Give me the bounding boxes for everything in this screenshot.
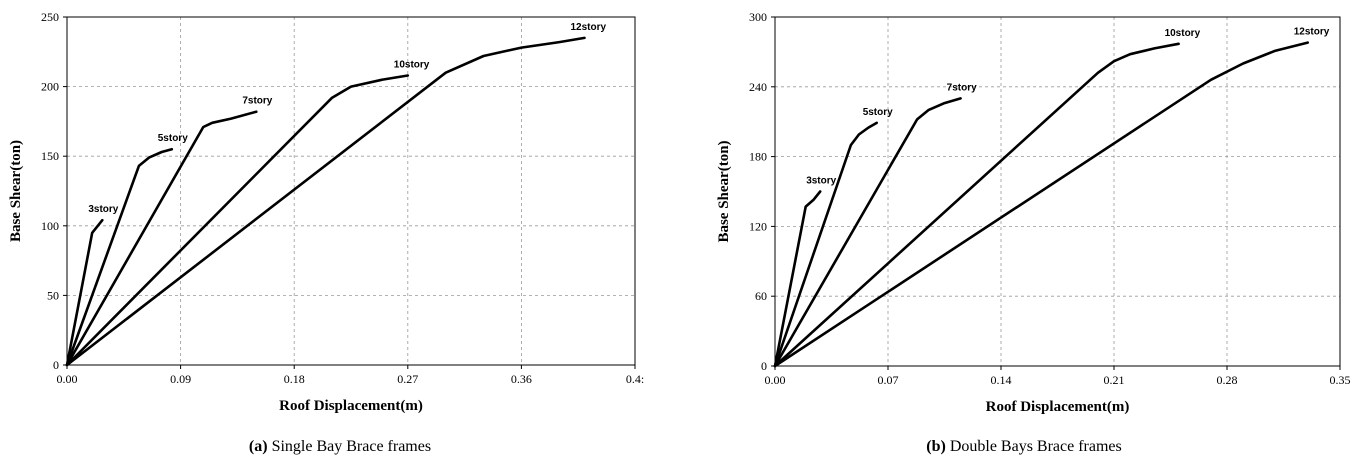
chart-a-series-10story — [65, 74, 410, 367]
chart-a-series-label-10story: 10story — [394, 59, 430, 70]
chart-a-xtick-label-3: 0.27 — [397, 372, 418, 386]
chart-b-ytick-label-2: 120 — [749, 219, 767, 233]
chart-b-series-5story — [773, 121, 878, 368]
chart-b-ytick-label-4: 240 — [749, 80, 767, 94]
chart-b-caption-prefix: (b) — [926, 438, 946, 455]
chart-a-series-label-5story: 5story — [158, 133, 188, 144]
chart-a-series-5story — [65, 147, 174, 367]
chart-b-xtick-label-1: 0.07 — [878, 373, 899, 387]
chart-b-xtick-label-3: 0.21 — [1104, 373, 1125, 387]
chart-b-series-10story — [773, 42, 1180, 368]
chart-a-svg: 0.00 0.09 0.18 0.27 0.36 0.4: 0 50 100 150 200 250 R… — [8, 10, 644, 414]
chart-a-yaxis-label: Base Shear(ton) — [8, 140, 24, 242]
chart-b-ytick-label-3: 180 — [749, 150, 767, 164]
chart-a-xtick-label-1: 0.09 — [170, 372, 191, 386]
chart-a-ytick-label-4: 200 — [41, 80, 59, 94]
chart-b-xtick-label-4: 0.28 — [1217, 373, 1238, 387]
chart-a-caption-text: Single Bay Brace frames — [271, 438, 432, 455]
chart-b-svg: 0.00 0.07 0.14 0.21 0.28 0.35 0 60 120 180 240 300 R… — [716, 10, 1351, 415]
chart-a-series-label-3story: 3story — [88, 204, 118, 215]
chart-b-caption: (b) Double Bays Brace frames — [683, 438, 1365, 456]
chart-a-xtick-label-0: 0.00 — [57, 372, 78, 386]
chart-b-series-label-10story: 10story — [1165, 28, 1201, 39]
chart-b-series-12story — [773, 41, 1310, 368]
chart-a-xtick-label-2: 0.18 — [284, 372, 305, 386]
chart-b-plot-frame — [774, 16, 1341, 367]
chart-b-caption-text: Double Bays Brace frames — [949, 438, 1122, 455]
chart-a-ytick-label-3: 150 — [41, 149, 59, 163]
chart-a-ytick-label-0: 0 — [53, 358, 59, 372]
chart-a-caption: (a) Single Bay Brace frames — [0, 438, 680, 456]
chart-panel-a: 0.00 0.09 0.18 0.27 0.36 0.4: 0 50 100 150 200 250 R… — [0, 0, 680, 461]
chart-panel-b: 0.00 0.07 0.14 0.21 0.28 0.35 0 60 120 180 240 300 R… — [683, 0, 1365, 461]
chart-a-xtick-label-5: 0.4: — [626, 372, 644, 386]
chart-a-series-7story — [65, 110, 258, 367]
chart-b-series-label-7story: 7story — [947, 82, 977, 93]
chart-b-ytick-label-0: 0 — [761, 359, 767, 373]
chart-a-caption-prefix: (a) — [248, 438, 268, 455]
chart-a-xaxis-label: Roof Displacement(m) — [279, 398, 423, 414]
chart-a-ytick-label-2: 100 — [41, 219, 59, 233]
chart-a-series-3story — [65, 218, 104, 367]
chart-b-series-7story — [773, 97, 962, 368]
chart-b-series-3story — [773, 190, 822, 368]
chart-a-ytick-label-1: 50 — [47, 288, 59, 302]
chart-a-plot-frame — [66, 16, 636, 366]
chart-b-ytick-label-1: 60 — [755, 289, 767, 303]
chart-b-xaxis-label: Roof Displacement(m) — [986, 399, 1130, 415]
chart-b-series-label-3story: 3story — [806, 176, 836, 187]
chart-b-yaxis-label: Base Shear(ton) — [716, 140, 732, 242]
chart-b-xtick-label-5: 0.35 — [1330, 373, 1351, 387]
chart-b-xtick-label-0: 0.00 — [765, 373, 786, 387]
chart-a-xtick-label-4: 0.36 — [511, 372, 532, 386]
chart-a-ytick-label-5: 250 — [41, 10, 59, 24]
chart-a-series-label-12story: 12story — [571, 22, 607, 33]
chart-a-series-label-7story: 7story — [242, 96, 272, 107]
chart-b-series-label-5story: 5story — [863, 107, 893, 118]
chart-a-series-12story — [65, 36, 586, 367]
chart-b-series-label-12story: 12story — [1294, 27, 1330, 38]
chart-b-ytick-label-5: 300 — [749, 10, 767, 24]
chart-b-xtick-label-2: 0.14 — [991, 373, 1012, 387]
